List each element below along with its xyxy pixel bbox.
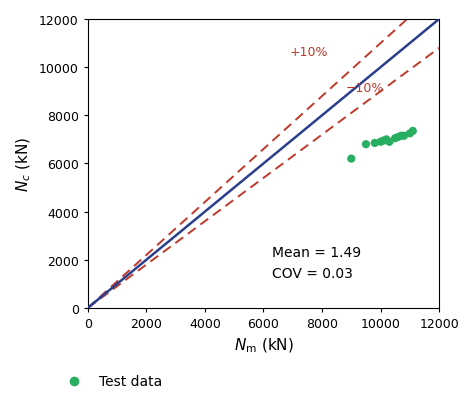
Point <box>347 156 355 162</box>
Point <box>383 137 390 143</box>
Legend: Test data: Test data <box>55 369 168 394</box>
Text: −10%: −10% <box>346 81 384 94</box>
Point <box>406 131 414 137</box>
Point <box>397 133 405 140</box>
Point <box>392 136 399 142</box>
Point <box>371 140 379 147</box>
Point <box>380 138 387 144</box>
Point <box>409 128 417 135</box>
Text: +10%: +10% <box>290 45 328 59</box>
Point <box>385 139 393 146</box>
Y-axis label: $N_{c}$ (kN): $N_{c}$ (kN) <box>15 136 33 192</box>
X-axis label: $N_{\mathrm{m}}$ (kN): $N_{\mathrm{m}}$ (kN) <box>234 336 293 354</box>
Text: Mean = 1.49
COV = 0.03: Mean = 1.49 COV = 0.03 <box>272 246 361 280</box>
Point <box>377 139 384 146</box>
Point <box>362 142 370 148</box>
Point <box>394 134 402 141</box>
Point <box>400 133 408 140</box>
